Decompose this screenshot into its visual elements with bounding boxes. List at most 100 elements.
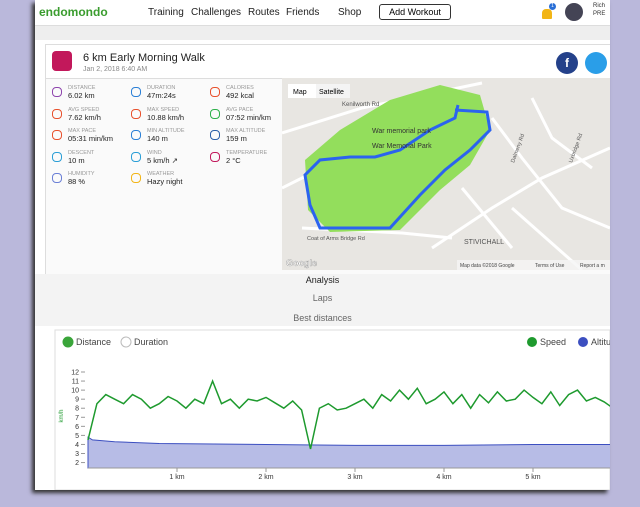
stat-icon [52, 108, 62, 119]
stat-icon [210, 130, 220, 140]
workout-header [46, 45, 610, 79]
stat-value: 10.88 km/h [147, 112, 185, 122]
legend-label[interactable]: Altitude [591, 337, 610, 347]
stat-value: 492 kcal [226, 91, 254, 100]
stat-label: AVG SPEED [68, 106, 100, 113]
stat-value: 07:52 min/km [226, 112, 272, 122]
stat-value: 159 m [226, 134, 247, 143]
stat-value: 5 km/h ↗ [147, 155, 178, 165]
stat-label: WIND [147, 149, 162, 156]
attribution: Map data ©2018 Google [460, 262, 515, 269]
stat-value: Hazy night [147, 177, 183, 186]
y-tick-label: 12 [71, 370, 79, 377]
streets [282, 81, 610, 270]
stat-icon [210, 87, 220, 97]
tab[interactable]: Analysis [305, 275, 340, 285]
stat-label: MAX ALTITUDE [226, 128, 266, 134]
map-button[interactable] [316, 84, 350, 98]
nav-link[interactable]: Routes [248, 7, 280, 18]
stat-icon [131, 151, 141, 162]
add-workout-button[interactable]: Add Workout [379, 4, 451, 20]
stat-icon [52, 130, 62, 140]
stat-label: CALORIES [226, 85, 254, 91]
map-label: War memorial park [372, 128, 431, 135]
y-tick-label: 7 [75, 415, 79, 422]
route [303, 104, 492, 230]
map-label: Coat of Arms Bridge Rd [307, 236, 365, 242]
tab[interactable]: Laps [312, 293, 333, 303]
stat-icon [131, 87, 141, 97]
stat-value: 10 m [68, 155, 85, 165]
notification-badge[interactable]: 1 [549, 3, 556, 10]
top-nav: endomondo Training Challenges Routes Fri… [35, 0, 610, 26]
sport-icon [52, 51, 72, 71]
stat-label: MIN ALTITUDE [147, 128, 185, 134]
google-logo: Google [286, 258, 317, 268]
user-name: Rich [593, 3, 606, 9]
stat-icon [52, 151, 62, 162]
nav-link[interactable]: Challenges [191, 7, 242, 18]
nav-link[interactable]: Shop [338, 7, 362, 18]
bell-icon[interactable] [542, 9, 552, 19]
workout-date: Jan 2, 2018 6:40 AM [83, 66, 148, 73]
y-tick-label: 11 [72, 379, 79, 386]
stat-icon [210, 151, 220, 162]
attribution-bar [457, 260, 610, 270]
stat-label: DURATION [147, 85, 176, 91]
stat-label: HUMIDITY [68, 171, 95, 177]
stat-icon [52, 173, 62, 183]
legend-swatch[interactable] [578, 337, 588, 347]
tabs-area [35, 274, 610, 326]
map-label: STIVICHALL [464, 239, 504, 246]
speed-line [87, 379, 610, 450]
mode-toggle[interactable] [120, 336, 132, 348]
map-label: War Memorial Park [372, 143, 432, 150]
mode-label[interactable]: Distance [76, 337, 111, 347]
stat-value: 6.02 km [68, 91, 95, 100]
mode-toggle[interactable] [62, 336, 74, 348]
map[interactable]: Map Satellite Kenilworth Rd War memorial… [282, 78, 610, 270]
stat-value: 47m:24s [147, 91, 176, 100]
brand[interactable]: endomondo [39, 5, 108, 19]
avatar[interactable] [565, 3, 583, 21]
workout-title: 6 km Early Morning Walk [83, 52, 205, 64]
legend-swatch[interactable] [527, 337, 537, 347]
stat-icon [131, 130, 141, 140]
x-tick-label: 5 km [525, 474, 540, 481]
nav-link[interactable]: Training [148, 7, 184, 18]
chart: Distance Duration Speed Altitude km/h 2 3 4 5 6 7 8… [54, 329, 610, 490]
y-tick-label: 8 [75, 406, 79, 413]
nav-link[interactable]: Friends [286, 7, 320, 18]
attribution[interactable]: Terms of Use [535, 263, 565, 269]
stat-label: TEMPERATURE [226, 149, 268, 156]
mode-label[interactable]: Duration [134, 337, 168, 347]
user-status: PRE [593, 11, 606, 17]
stat-value: 2 °C [226, 155, 241, 165]
map-button[interactable] [288, 84, 316, 98]
x-tick-label: 3 km [347, 474, 362, 481]
y-tick-label: 9 [75, 397, 79, 404]
stat-value: 140 m [147, 134, 168, 143]
app-window: endomondo Training Challenges Routes Fri… [35, 0, 610, 490]
stat-label: MAX PACE [68, 128, 97, 134]
stat-label: DESCENT [68, 149, 95, 156]
twitter-button[interactable] [585, 52, 607, 74]
y-axis-label: km/h [59, 409, 65, 422]
x-tick-label: 2 km [258, 474, 273, 481]
tab[interactable]: Best distances [293, 313, 352, 323]
map-button-label[interactable]: Map [293, 89, 307, 96]
map-button-label[interactable]: Satellite [319, 89, 344, 96]
stat-value: 7.62 km/h [68, 112, 101, 122]
y-tick-label: 3 [75, 451, 79, 458]
legend-label[interactable]: Speed [540, 337, 566, 347]
y-tick-label: 5 [75, 433, 79, 440]
stat-label: DISTANCE [68, 85, 96, 91]
stat-value: 88 % [68, 177, 86, 186]
facebook-button[interactable]: f [556, 52, 578, 74]
stat-label: MAX SPEED [147, 106, 180, 113]
stat-icon [210, 108, 220, 119]
stat-icon [131, 173, 141, 183]
attribution[interactable]: Report a m [580, 263, 605, 269]
stat-label: AVG PACE [226, 106, 254, 113]
